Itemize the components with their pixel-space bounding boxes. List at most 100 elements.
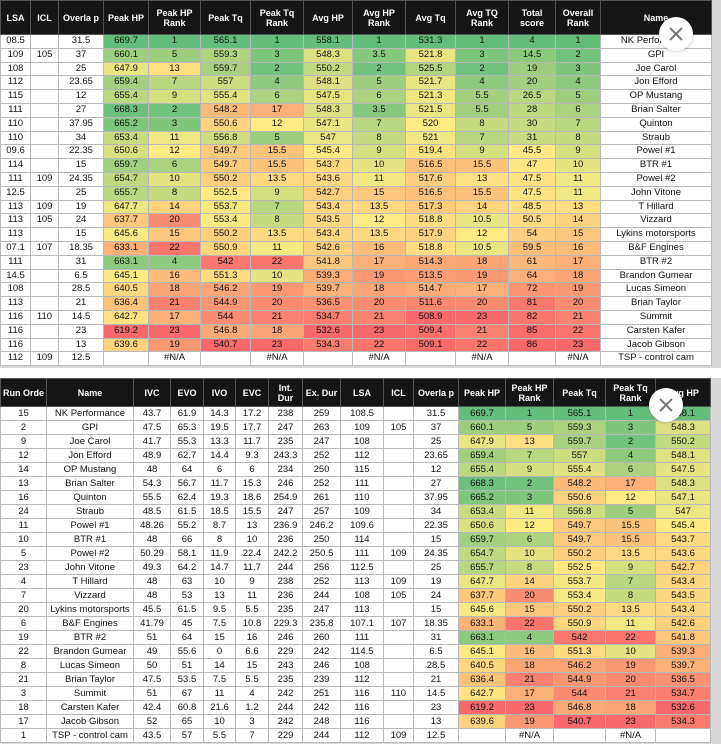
cell: 1 <box>250 34 304 49</box>
cell: 520 <box>405 116 456 132</box>
cell: Straub <box>600 130 712 146</box>
cell: 113 <box>0 199 31 215</box>
cell: 16 <box>235 630 269 645</box>
cell: 539.3 <box>303 268 353 284</box>
cell: 112 <box>340 728 384 743</box>
cell: 534.7 <box>303 309 353 325</box>
cell: 247 <box>268 420 303 435</box>
cell: 49.3 <box>133 560 171 575</box>
cell: 0 <box>203 644 236 659</box>
cell: 14 <box>505 574 554 589</box>
cell: 1 <box>352 34 406 49</box>
cell: 50.29 <box>133 546 171 561</box>
cell: 548.1 <box>655 448 711 463</box>
cell: 61.5 <box>170 504 204 519</box>
cell: 542.7 <box>303 185 353 201</box>
cell: TSP - control cam <box>600 351 712 367</box>
cell: 9 <box>555 144 601 160</box>
cell: 20 <box>508 75 556 91</box>
cell: 553.4 <box>200 213 251 229</box>
cell: 521.3 <box>405 89 456 104</box>
cell: 23 <box>505 700 554 715</box>
cell: 553.7 <box>553 574 606 589</box>
cell: 534.7 <box>655 686 711 701</box>
cell <box>508 351 556 367</box>
data-row: 20 Lykins motorsports 45.5 61.5 9.5 5.5 235 247… <box>0 602 711 617</box>
cell: 108 <box>340 658 384 673</box>
cell: 544.9 <box>200 296 251 311</box>
cell: 17 <box>0 714 47 729</box>
cell: 2 <box>555 47 601 63</box>
cell: 10 <box>352 158 406 173</box>
cell: 4 <box>250 75 304 91</box>
cell: 20 <box>605 672 656 687</box>
close-button[interactable] <box>659 17 693 51</box>
cell: 37.95 <box>413 490 459 505</box>
cell: 25 <box>58 185 104 201</box>
cell: 5.5 <box>203 728 236 743</box>
data-row: 23 John Vitone 49.3 64.2 14.7 11.7 244 256 112.5… <box>0 560 711 575</box>
cell: 659.7 <box>458 532 506 547</box>
cell: 18.5 <box>203 504 236 519</box>
cell: 15 <box>235 658 269 673</box>
cell: 28 <box>508 102 556 118</box>
cell: 6.5 <box>413 644 459 659</box>
column-header: Peak Tq <box>200 0 251 35</box>
cell: 11 <box>352 171 406 187</box>
cell: 1 <box>0 728 47 743</box>
cell: 548.1 <box>303 75 353 91</box>
cell: 14.5 <box>58 309 104 325</box>
data-row: 18 Carsten Kafer 42.4 60.8 21.6 1.2 244 242 116 2… <box>0 700 711 715</box>
cell: 517.6 <box>405 171 456 187</box>
cell: OP Mustang <box>46 462 134 477</box>
cell: 82 <box>508 309 556 325</box>
data-row: 113 109 19 647.7 14 553.7 7 543.4 13.5 517.3 14 48.… <box>0 199 712 215</box>
cell: 23 <box>352 323 406 339</box>
cell: 637.7 <box>103 213 149 229</box>
cell: 5.5 <box>455 102 509 118</box>
cell: 543.4 <box>303 199 353 215</box>
cell: 109 <box>30 351 59 367</box>
cell: 645.6 <box>458 602 506 617</box>
cell: 540.7 <box>200 337 251 353</box>
close-icon <box>669 27 683 41</box>
cell: 15.5 <box>455 185 509 201</box>
cell: 109 <box>383 546 414 561</box>
data-row: 111 31 663.1 4 542 22 541.8 17 514.3 18 61 17 BTR #2 <box>0 254 712 270</box>
cell: 8 <box>352 130 406 146</box>
cell: 3 <box>505 490 554 505</box>
cell <box>383 448 414 463</box>
cell: 42.4 <box>133 700 171 715</box>
cell: 550.2 <box>553 546 606 561</box>
cell: 10 <box>250 268 304 284</box>
cell: 3.5 <box>352 47 406 63</box>
cell <box>30 296 59 311</box>
cell: 113 <box>340 602 384 617</box>
cell: 107.1 <box>340 616 384 631</box>
cell: 18 <box>0 700 47 715</box>
data-row: 24 Straub 48.5 61.5 18.5 15.5 247 257 109 34 653.4… <box>0 504 711 519</box>
cell: 10.8 <box>235 616 269 631</box>
cell: 5.5 <box>455 89 509 104</box>
cell: 552.5 <box>200 185 251 201</box>
cell: 64 <box>170 630 204 645</box>
cell: 55.6 <box>170 644 204 659</box>
cell: 508.9 <box>405 309 456 325</box>
cell: 21.6 <box>203 700 236 715</box>
cell: 43.5 <box>133 728 171 743</box>
cell: 660.1 <box>458 420 506 435</box>
cell: 547.1 <box>303 116 353 132</box>
cell: 242.2 <box>268 546 303 561</box>
cell: 23.65 <box>413 448 459 463</box>
close-button[interactable] <box>649 388 683 422</box>
cell: #N/A <box>555 351 601 367</box>
cell: 43.7 <box>133 406 171 421</box>
column-header: Peak Tq <box>553 378 606 407</box>
cell: 110 <box>383 686 414 701</box>
data-row: 9 Joe Carol 41.7 55.3 13.3 11.7 235 247 108 25 647… <box>0 434 711 449</box>
cell: 534.3 <box>655 714 711 729</box>
cell: 547.1 <box>655 490 711 505</box>
cell: 650.6 <box>458 518 506 533</box>
data-row: 14 OP Mustang 48 64 6 6 234 250 115 12 655.4 9 555.4… <box>0 462 711 477</box>
cell: 669.7 <box>458 406 506 421</box>
